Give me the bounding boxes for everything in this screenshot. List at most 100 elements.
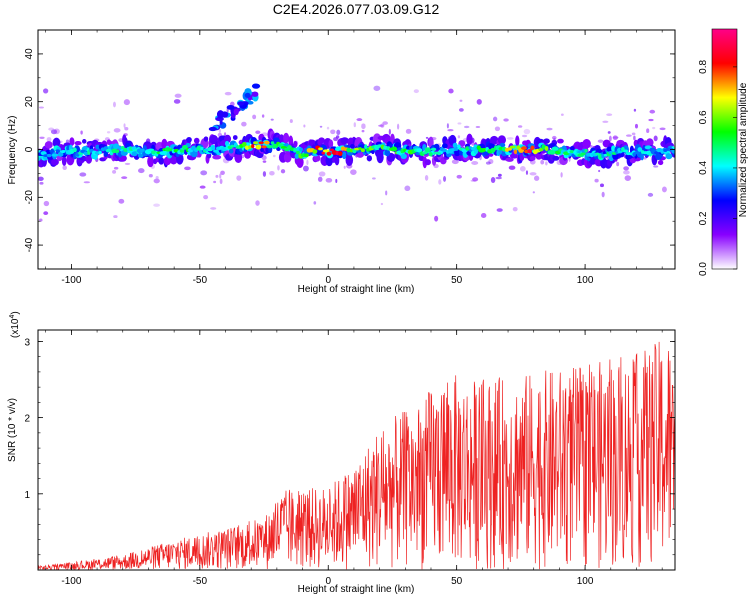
heatmap-cell	[147, 148, 155, 152]
heatmap-cell	[52, 137, 61, 148]
heatmap-cell	[158, 157, 165, 165]
heatmap-cell	[475, 125, 481, 128]
heatmap-cell	[159, 151, 166, 155]
heatmap-cell	[261, 114, 265, 118]
heatmap-cell	[262, 160, 267, 163]
heatmap-cell	[366, 155, 373, 162]
heatmap-cell	[595, 152, 600, 156]
x-tick-label: 0	[325, 275, 331, 286]
heatmap-cell	[582, 138, 591, 149]
y-tick-label: 1	[24, 490, 30, 501]
heatmap-cell	[521, 146, 527, 150]
colorbar-tick-label: 0.2	[698, 211, 709, 225]
heatmap-cell	[321, 151, 326, 155]
heatmap-cell	[390, 146, 398, 152]
heatmap-cell	[335, 178, 338, 184]
heatmap-cell	[173, 99, 181, 104]
heatmap-cell	[79, 172, 87, 177]
heatmap-cell	[39, 136, 45, 139]
heatmap-cell	[123, 123, 126, 128]
heatmap-cell	[55, 149, 61, 153]
heatmap-cell	[263, 140, 270, 145]
y-tick-label: 0	[24, 146, 35, 152]
colorbar-tick-label: 0.8	[698, 60, 709, 74]
heatmap-cell	[557, 138, 564, 144]
heatmap-cell	[446, 123, 449, 129]
heatmap-cell	[353, 122, 356, 128]
heatmap-cell	[607, 131, 611, 134]
heatmap-cell	[85, 154, 93, 164]
heatmap-cell	[95, 144, 100, 150]
heatmap-cell	[57, 152, 64, 157]
heatmap-cell	[551, 135, 557, 140]
heatmap-cell	[270, 141, 275, 145]
heatmap-cell	[510, 153, 519, 159]
heatmap-cell	[506, 137, 514, 140]
heatmap-cell	[112, 169, 117, 174]
heatmap-cell	[629, 152, 634, 156]
heatmap-cell	[131, 151, 138, 157]
heatmap-cell	[112, 101, 116, 108]
heatmap-cell	[333, 137, 339, 142]
heatmap-cell	[584, 148, 588, 153]
colorbar: 0.0 0.2 0.4 0.6 0.8 Normalized spectral ampl…	[698, 28, 749, 276]
heatmap-cell	[652, 126, 656, 130]
heatmap-cell	[646, 138, 654, 147]
heatmap-cell	[244, 92, 251, 98]
heatmap-cell	[123, 99, 130, 106]
heatmap-cell	[623, 166, 629, 171]
heatmap-cell	[540, 159, 545, 165]
heatmap-cell	[51, 153, 59, 157]
heatmap-cell	[318, 147, 323, 151]
heatmap-cell	[184, 166, 191, 171]
heatmap-cell	[606, 113, 613, 117]
heatmap-cell	[261, 145, 267, 149]
heatmap-cell	[213, 149, 219, 153]
heatmap-cell	[623, 170, 630, 175]
heatmap-cell	[289, 119, 293, 123]
heatmap-cell	[434, 215, 439, 222]
heatmap-cell	[438, 179, 442, 185]
heatmap-cell	[208, 126, 218, 132]
heatmap-cell	[456, 174, 462, 179]
heatmap-cell	[272, 154, 276, 158]
heatmap-cell	[186, 136, 192, 143]
heatmap-cell	[490, 177, 496, 183]
heatmap-cell	[299, 147, 303, 152]
heatmap-cell	[472, 177, 479, 182]
heatmap-cell	[380, 123, 385, 128]
x-tick-label: -100	[61, 275, 81, 286]
heatmap-cell	[499, 142, 506, 148]
spectrogram-panel: -100 -50 0 50 100 -40 -20 0 20 40 Height of stra…	[7, 29, 676, 295]
heatmap-cell	[224, 134, 232, 144]
heatmap-cell	[179, 149, 185, 153]
heatmap-cell	[232, 135, 238, 141]
heatmap-cell	[313, 154, 321, 162]
heatmap-cell	[62, 165, 67, 171]
heatmap-cell	[322, 149, 330, 153]
heatmap-cell	[525, 170, 529, 175]
heatmap-cell	[497, 135, 507, 145]
spectrogram-x-ticks: -100 -50 0 50 100	[45, 30, 663, 286]
heatmap-cell	[361, 123, 366, 130]
heatmap-cell	[241, 121, 247, 127]
heatmap-cell	[546, 127, 553, 131]
heatmap-cell	[224, 91, 232, 96]
heatmap-cell	[376, 151, 384, 164]
heatmap-cell	[69, 137, 75, 146]
heatmap-cell	[471, 161, 479, 165]
heatmap-cell	[241, 142, 247, 147]
spectrogram-x-axis-label: Height of straight line (km)	[298, 284, 415, 295]
heatmap-cell	[657, 160, 664, 166]
heatmap-cell	[72, 147, 77, 153]
heatmap-cell	[488, 158, 494, 165]
figure-title: C2E4.2026.077.03.09.G12	[273, 1, 440, 17]
heatmap-cell	[602, 120, 609, 123]
heatmap-cell	[413, 89, 419, 94]
heatmap-cell	[255, 130, 261, 135]
heatmap-cell	[495, 176, 502, 180]
heatmap-cell	[671, 149, 675, 154]
heatmap-cell	[237, 101, 245, 106]
heatmap-cell	[396, 123, 400, 130]
heatmap-cell	[356, 118, 363, 122]
